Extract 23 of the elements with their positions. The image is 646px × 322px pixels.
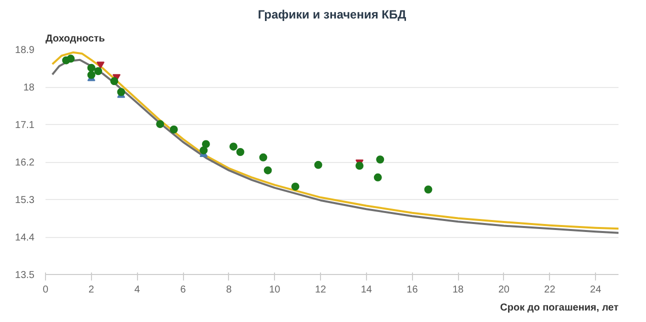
x-tick-label: 22 bbox=[544, 284, 556, 296]
y-axis-title: Доходность bbox=[46, 34, 105, 44]
x-axis-title: Срок до погашения, лет bbox=[500, 302, 619, 314]
y-tick-label: 13.5 bbox=[15, 270, 35, 281]
x-tick-label: 14 bbox=[360, 284, 372, 296]
chart-title: Графики и значения КБД bbox=[258, 8, 407, 22]
x-tick-label: 10 bbox=[269, 284, 281, 296]
x-tick-label: 18 bbox=[452, 284, 464, 296]
x-tick-label: 6 bbox=[180, 284, 186, 296]
y-tick-label: 14.4 bbox=[15, 232, 35, 244]
y-tick-label: 18 bbox=[23, 82, 35, 94]
x-tick-label: 2 bbox=[88, 284, 95, 296]
y-tick-label: 17.1 bbox=[15, 120, 35, 131]
y-tick-label: 16.2 bbox=[15, 158, 35, 168]
x-tick-label: 20 bbox=[498, 284, 510, 296]
y-tick-label: 15.3 bbox=[15, 195, 35, 206]
x-tick-label: 0 bbox=[42, 284, 49, 296]
x-tick-label: 4 bbox=[134, 284, 140, 296]
x-tick-label: 16 bbox=[406, 284, 418, 296]
x-tick-label: 24 bbox=[590, 284, 602, 296]
x-tick-label: 8 bbox=[226, 284, 232, 296]
y-tick-label: 18.9 bbox=[15, 45, 35, 56]
x-tick-label: 12 bbox=[314, 284, 327, 296]
